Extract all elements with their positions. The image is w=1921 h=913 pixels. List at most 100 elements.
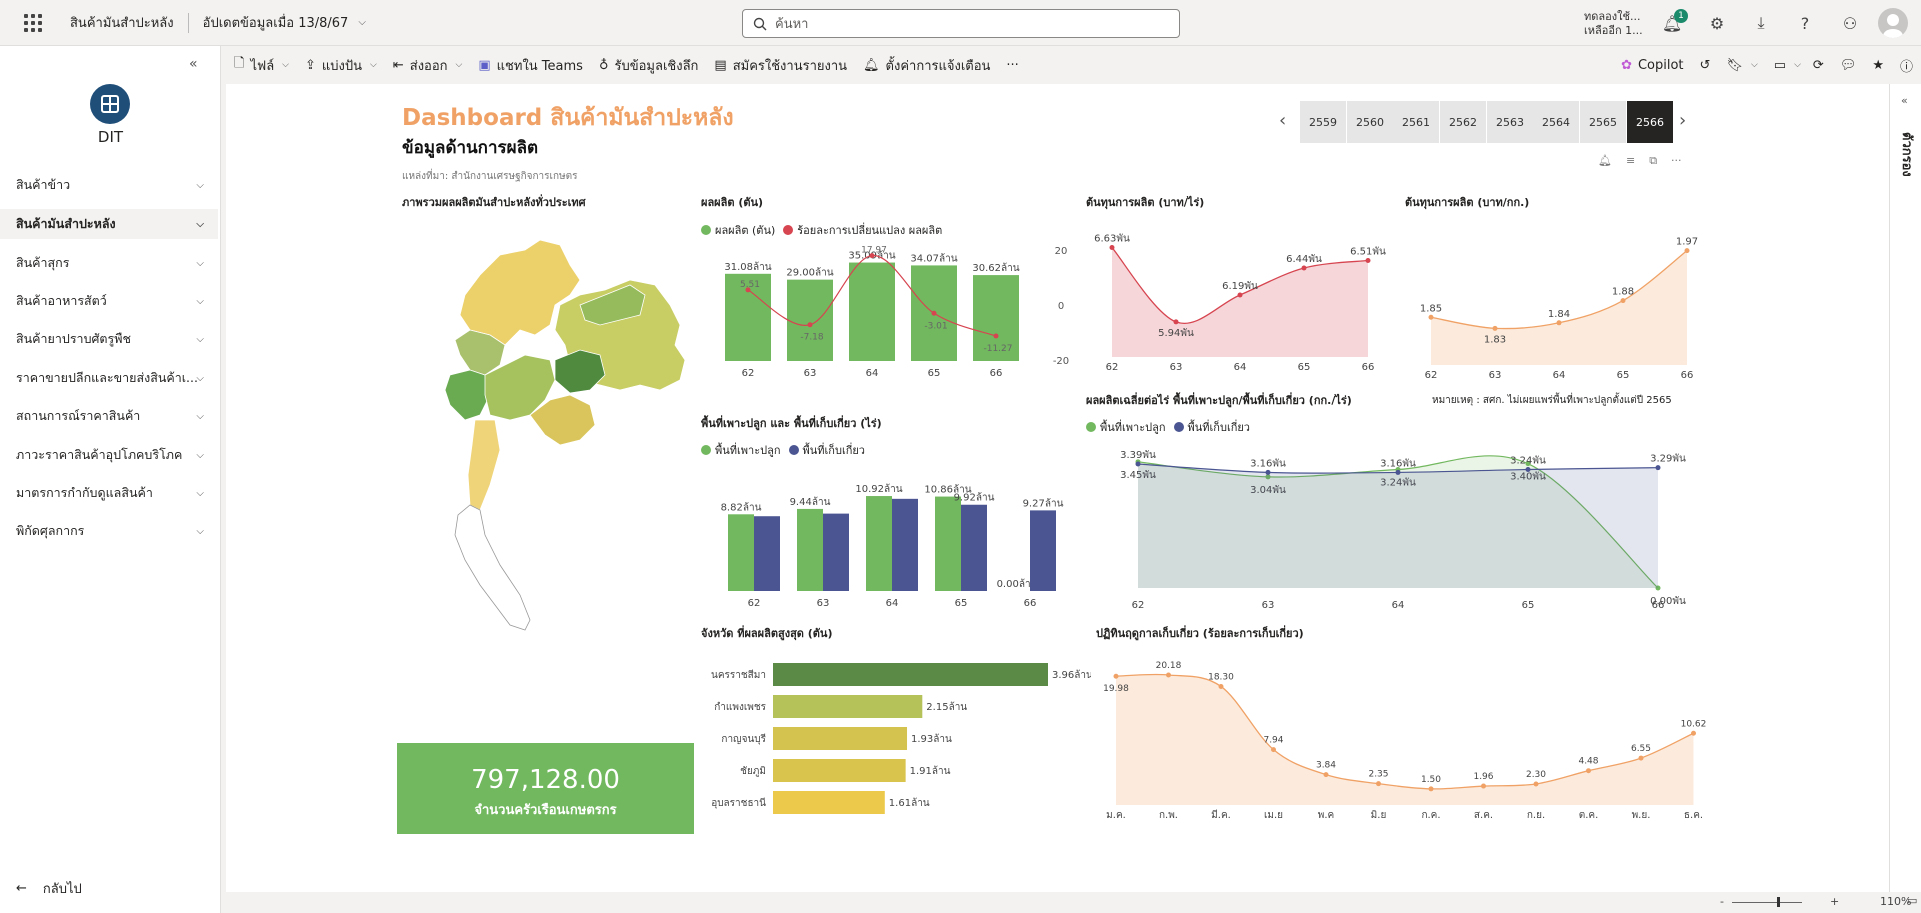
data-point — [1173, 319, 1179, 325]
production-chart[interactable]: 31.08ล้าน6229.00ล้าน6335.09ล้าน6434.07ล้… — [701, 240, 1081, 380]
chevron-down-icon[interactable]: ⌵ — [196, 449, 204, 461]
chevron-down-icon[interactable]: ⌵ — [196, 525, 204, 537]
nav-item-rice[interactable]: สินค้าข้าว ⌵ — [0, 170, 218, 200]
year-button-selected[interactable]: 2566 — [1627, 101, 1673, 143]
focus-mode-icon[interactable]: ⧉ — [1649, 154, 1658, 167]
info-icon[interactable]: ⓘ — [1899, 59, 1913, 75]
chevron-down-icon[interactable]: ⌵ — [196, 372, 204, 384]
reset-icon[interactable]: ↺ — [1699, 57, 1711, 73]
chevron-down-icon: ⌵ — [455, 60, 463, 70]
province-bar — [773, 663, 1048, 686]
nav-item-swine[interactable]: สินค้าสุกร ⌵ — [0, 248, 218, 278]
yield-chart[interactable]: 3.45พัน 3.04พัน 3.24พัน 3.40พัน 0.00พัน 3.39พ… — [1086, 440, 1706, 615]
year-button[interactable]: 2562 — [1440, 101, 1486, 143]
share-feedback-icon[interactable]: ⚇ — [1842, 13, 1858, 33]
chevron-down-icon[interactable]: ⌵ — [358, 17, 366, 28]
year-button[interactable]: 2560 — [1347, 101, 1393, 143]
zoom-out-button[interactable]: - — [1720, 895, 1724, 908]
filters-pane[interactable]: « ตัวกรอง — [1889, 84, 1921, 892]
bell-icon: 🔔︎ — [863, 57, 880, 73]
zoom-slider-thumb[interactable] — [1777, 897, 1780, 907]
pin-icon[interactable]: 🔔︎ — [1598, 154, 1612, 167]
expand-pane-icon[interactable]: « — [1901, 94, 1908, 107]
data-point — [1376, 781, 1381, 787]
data-label: 10.62 — [1681, 719, 1706, 729]
chevron-down-icon[interactable]: ⌵ — [196, 487, 204, 499]
province-bar — [773, 791, 885, 814]
bar-data-label: 1.61ล้าน — [889, 797, 930, 809]
chevron-down-icon[interactable]: ⌵ — [196, 218, 204, 230]
collapse-sidebar-icon[interactable]: « — [189, 56, 198, 72]
chevron-down-icon[interactable]: ⌵ — [196, 295, 204, 307]
filter-icon[interactable]: ≡ — [1625, 154, 1636, 167]
data-point — [1556, 320, 1562, 326]
nav-item-retail-wholesale[interactable]: ราคาขายปลีกและขายส่งสินค้าเ... ⌵ — [0, 363, 218, 393]
data-label: 1.97 — [1676, 237, 1698, 248]
app-launcher-icon[interactable] — [24, 13, 42, 32]
production-bar — [787, 279, 833, 361]
year-button[interactable]: 2565 — [1580, 101, 1626, 143]
nav-item-regulation[interactable]: มาตรการกำกับดูแลสินค้า ⌵ — [0, 478, 218, 508]
zoom-in-button[interactable]: + — [1830, 895, 1840, 908]
chevron-down-icon[interactable]: ⌵ — [196, 333, 204, 345]
production-bar — [973, 275, 1019, 361]
share-menu[interactable]: ⇪ แบ่งปัน ⌵ — [305, 55, 377, 76]
view-icon[interactable]: ▭ ⌵ — [1773, 57, 1801, 73]
gear-icon[interactable]: ⚙︎ — [1709, 13, 1725, 33]
x-tick-label: มิ.ย — [1371, 810, 1387, 821]
cost-kg-chart[interactable]: 1.85 62 1.83 63 1.84 64 1.88 65 1.97 66 — [1405, 220, 1705, 380]
search-input[interactable]: ค้นหา — [742, 9, 1180, 38]
app-name[interactable]: สินค้ามันสำปะหลัง — [70, 16, 174, 31]
year-button[interactable]: 2561 — [1393, 101, 1439, 143]
copilot-button[interactable]: ✿ Copilot — [1621, 58, 1683, 73]
updated-date-dropdown[interactable]: อัปเดตข้อมูลเมื่อ 13/8/67 — [202, 16, 349, 31]
insights-button[interactable]: ♁ รับข้อมูลเชิงลึก — [599, 55, 698, 76]
chevron-right-icon[interactable]: › — [1679, 110, 1687, 131]
chevron-left-icon[interactable]: ‹ — [1279, 110, 1287, 131]
nav-item-cassava[interactable]: สินค้ามันสำปะหลัง ⌵ — [0, 209, 218, 239]
year-button[interactable]: 2563 — [1487, 101, 1533, 143]
back-button[interactable]: ← กลับไป — [16, 878, 82, 899]
harvest-calendar-chart[interactable]: 19.98 ม.ค. 20.18 ก.พ. 18.30 มี.ค. 7.94 เม.ย 3.84… — [1096, 650, 1706, 830]
more-options-icon[interactable]: ··· — [1671, 154, 1682, 167]
zoom-level[interactable]: 110% — [1880, 895, 1912, 908]
nav-item-label: มาตรการกำกับดูแลสินค้า — [16, 485, 153, 500]
area-chart[interactable]: 8.82ล้าน 62 9.44ล้าน 63 10.92ล้าน 64 10.86ล้าน… — [701, 460, 1081, 615]
help-icon[interactable]: ? — [1800, 13, 1810, 33]
subscribe-button[interactable]: ▤ สมัครใช้งานรายงาน — [714, 55, 847, 76]
bookmark-icon[interactable]: 🔖︎ ⌵ — [1726, 57, 1758, 73]
top-provinces-chart[interactable]: นครราชสีมา 3.96ล้านกำแพงเพชร 2.15ล้านกาญจน… — [701, 655, 1091, 825]
legend-label: พื้นที่เก็บเกี่ยว — [802, 444, 865, 457]
thailand-map[interactable] — [430, 235, 690, 705]
favorite-icon[interactable]: ★ — [1872, 57, 1884, 73]
map-region-nakhon-ratchasima — [554, 349, 606, 394]
year-button[interactable]: 2564 — [1533, 101, 1579, 143]
file-menu[interactable]: 🗋︎ ไฟล์ ⌵ — [234, 54, 289, 76]
nav-item-price-situation[interactable]: สถานการณ์ราคาสินค้า ⌵ — [0, 401, 218, 431]
download-icon[interactable]: ⤓ — [1757, 13, 1765, 32]
category-label: กาญจนบุรี — [721, 733, 766, 745]
nav-item-customs-tariff[interactable]: พิกัดศุลกากร ⌵ — [0, 516, 218, 546]
data-label: 3.24พัน — [1510, 456, 1546, 467]
nav-item-animal-feed[interactable]: สินค้าอาหารสัตว์ ⌵ — [0, 286, 218, 316]
nav-item-pesticide[interactable]: สินค้ายาปราบศัตรูพืช ⌵ — [0, 324, 218, 354]
legend-swatch — [1173, 422, 1184, 432]
nav-item-consumer-goods[interactable]: ภาวะราคาสินค้าอุปโภคบริโภค ⌵ — [0, 440, 218, 470]
avatar[interactable] — [1878, 8, 1908, 38]
comment-icon[interactable]: 💬︎ — [1839, 57, 1857, 73]
teams-chat-button[interactable]: ▣ แชทใน Teams — [478, 55, 583, 76]
trial-status[interactable]: ทดลองใช้... เหลืออีก 1... — [1584, 10, 1643, 38]
fit-page-icon[interactable]: ▭ — [1907, 894, 1918, 907]
chevron-down-icon[interactable]: ⌵ — [196, 410, 204, 422]
lightbulb-icon: ♁ — [598, 57, 609, 73]
chevron-down-icon[interactable]: ⌵ — [196, 179, 204, 191]
more-options-button[interactable]: ··· — [1006, 57, 1019, 73]
refresh-icon[interactable]: ⟳ — [1812, 57, 1824, 73]
cost-rai-chart[interactable]: 6.63พัน 62 5.94พัน 63 6.19พัน 64 6.44พัน 65 6.51… — [1086, 220, 1386, 380]
zoom-slider[interactable] — [1732, 902, 1802, 903]
export-menu[interactable]: ⇤ ส่งออก ⌵ — [393, 55, 463, 76]
chevron-down-icon[interactable]: ⌵ — [196, 257, 204, 269]
kpi-card[interactable]: 797,128.00 จำนวนครัวเรือนเกษตรกร — [397, 743, 694, 834]
alerts-button[interactable]: 🔔︎ ตั้งค่าการแจ้งเตือน — [863, 55, 990, 76]
year-button[interactable]: 2559 — [1300, 101, 1346, 143]
